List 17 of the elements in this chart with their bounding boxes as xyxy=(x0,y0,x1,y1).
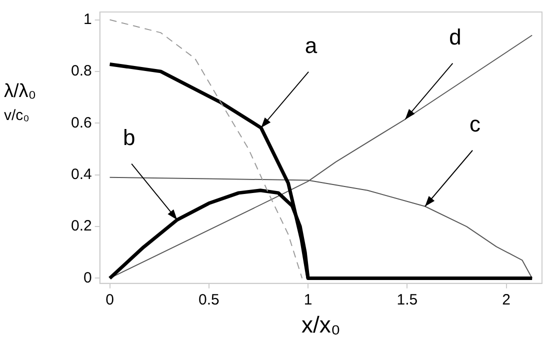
annotation: a xyxy=(304,32,318,58)
y-axis-title: λ/λ₀ v/c₀ xyxy=(4,80,36,126)
x-tick-label: 2 xyxy=(502,292,510,309)
y-tick-label: 0.4 xyxy=(70,166,92,183)
x-tick-label: 0.5 xyxy=(198,292,220,309)
x-tick-label: 1 xyxy=(304,292,312,309)
y-tick-label: 0.8 xyxy=(70,62,92,80)
y-tick-label: 0.6 xyxy=(70,114,92,132)
annotation: b xyxy=(123,124,136,150)
annotation: c xyxy=(470,111,481,136)
y-tick-label: 1 xyxy=(84,10,92,28)
x-axis-title: x/x₀ xyxy=(301,312,340,338)
x-tick-label: 1.5 xyxy=(396,292,418,309)
x-tick-label: 0 xyxy=(106,292,114,309)
y-tick-label: 0.2 xyxy=(70,218,92,235)
y-tick-label: 0 xyxy=(84,269,92,286)
annotation: d xyxy=(449,24,462,50)
